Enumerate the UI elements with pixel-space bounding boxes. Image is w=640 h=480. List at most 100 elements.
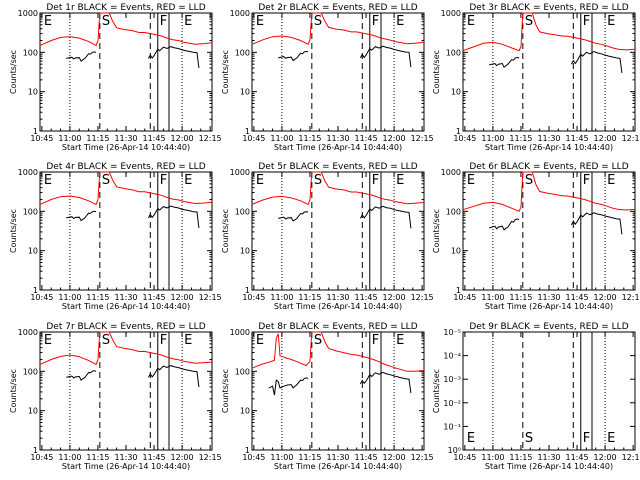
- event-marker-label: E: [467, 14, 475, 29]
- x-tick-label: 12:00: [594, 293, 617, 302]
- event-marker-label: E: [396, 173, 404, 188]
- y-tick-label: 1000: [230, 9, 250, 18]
- event-marker-label: E: [44, 173, 52, 188]
- x-tick-label: 11:30: [326, 453, 349, 462]
- x-tick-label: 11:30: [537, 453, 560, 462]
- detector-panel-8: Det 8r BLACK = Events, RED = LLD 10:45 11:…: [221, 322, 434, 471]
- x-tick-label: 11:45: [566, 293, 589, 302]
- panel-title: Det 3r BLACK = Events, RED = LLD: [469, 3, 628, 13]
- event-marker-label: E: [467, 173, 475, 188]
- y-tick-label: 1: [33, 127, 38, 136]
- x-tick-label: 12:15: [411, 293, 434, 302]
- x-tick-label: 11:00: [481, 453, 504, 462]
- y-tick-label: 1: [245, 127, 250, 136]
- event-marker-label: F: [583, 14, 590, 29]
- event-marker-label: S: [314, 173, 322, 188]
- plot-frame: [39, 12, 213, 132]
- event-marker-label: S: [525, 431, 533, 446]
- plot-frame: [39, 331, 213, 451]
- panel-title: Det 6r BLACK = Events, RED = LLD: [469, 162, 628, 172]
- events-series-line: [489, 212, 623, 235]
- y-tick-label: 100: [235, 207, 250, 216]
- panel-title: Det 9r BLACK = Events, RED = LLD: [469, 322, 628, 332]
- x-tick-label: 11:30: [326, 134, 349, 143]
- x-tick-label: 11:00: [58, 134, 81, 143]
- x-tick-label: 11:15: [298, 453, 321, 462]
- x-tick-label: 11:45: [566, 134, 589, 143]
- x-tick-label: 10:45: [242, 453, 265, 462]
- events-series-line: [66, 205, 200, 228]
- detector-panel-5: Det 5r BLACK = Events, RED = LLD 10:45 11:…: [221, 162, 434, 311]
- y-tick-label: 10⁻¹: [443, 422, 461, 431]
- x-tick-label: 11:00: [270, 453, 293, 462]
- x-tick-label: 12:15: [411, 453, 434, 462]
- x-tick-label: 11:15: [509, 293, 532, 302]
- x-axis-label: Start Time (26-Apr-14 10:44:40): [62, 462, 190, 471]
- x-axis-label: Start Time (26-Apr-14 10:44:40): [485, 462, 613, 471]
- x-axis-label: Start Time (26-Apr-14 10:44:40): [274, 462, 402, 471]
- x-tick-label: 10:45: [30, 453, 53, 462]
- event-marker-label: S: [102, 333, 110, 348]
- y-tick-label: 1000: [441, 168, 461, 177]
- y-axis-label: Counts/sec: [9, 209, 18, 253]
- y-tick-label: 1: [33, 446, 38, 455]
- lld-series-line: [462, 12, 636, 52]
- event-marker-label: E: [256, 14, 264, 29]
- events-series-line: [66, 46, 200, 69]
- y-tick-label: 1: [245, 286, 250, 295]
- event-marker-label: E: [184, 173, 192, 188]
- events-series-line: [278, 45, 412, 68]
- events-series-line: [278, 205, 412, 229]
- x-tick-label: 10:45: [242, 293, 265, 302]
- y-tick-label: 10: [240, 247, 250, 256]
- y-tick-label: 10⁻²: [443, 399, 461, 408]
- plot-frame: [39, 171, 213, 291]
- y-tick-label: 10: [451, 247, 461, 256]
- event-marker-label: F: [372, 14, 379, 29]
- event-marker-label: E: [256, 333, 264, 348]
- x-tick-label: 10:45: [30, 293, 53, 302]
- event-marker-label: E: [184, 333, 192, 348]
- x-axis-label: Start Time (26-Apr-14 10:44:40): [485, 143, 613, 152]
- event-marker-label: S: [314, 14, 322, 29]
- x-tick-label: 12:00: [383, 293, 406, 302]
- detector-panel-1: Det 1r BLACK = Events, RED = LLD 10:45 11:…: [9, 3, 222, 152]
- x-axis-label: Start Time (26-Apr-14 10:44:40): [62, 302, 190, 311]
- event-marker-label: S: [525, 173, 533, 188]
- events-series-line: [268, 371, 412, 396]
- events-series-line: [66, 365, 200, 388]
- y-axis-label: Counts/sec: [9, 369, 18, 413]
- y-tick-label: 100: [23, 207, 38, 216]
- x-axis-label: Start Time (26-Apr-14 10:44:40): [274, 143, 402, 152]
- y-tick-label: 1000: [230, 168, 250, 177]
- x-tick-label: 10:45: [453, 134, 476, 143]
- panel-title: Det 4r BLACK = Events, RED = LLD: [46, 162, 205, 172]
- x-tick-label: 12:00: [171, 293, 194, 302]
- lld-series-line: [39, 12, 213, 47]
- x-tick-label: 11:15: [86, 293, 109, 302]
- detector-panel-4: Det 4r BLACK = Events, RED = LLD 10:45 11:…: [9, 162, 222, 311]
- detector-panel-2: Det 2r BLACK = Events, RED = LLD 10:45 11:…: [221, 3, 434, 152]
- y-tick-label: 10: [28, 407, 38, 416]
- x-tick-label: 12:00: [594, 134, 617, 143]
- y-tick-label: 10⁰: [448, 446, 461, 455]
- event-marker-label: F: [160, 14, 167, 29]
- x-tick-label: 12:15: [199, 134, 222, 143]
- x-tick-label: 11:45: [355, 453, 378, 462]
- lld-series-line: [39, 171, 213, 206]
- x-axis-label: Start Time (26-Apr-14 10:44:40): [485, 302, 613, 311]
- x-tick-label: 11:00: [270, 134, 293, 143]
- event-marker-label: F: [160, 173, 167, 188]
- y-tick-label: 10⁻⁵: [443, 328, 461, 337]
- y-tick-label: 10⁻³: [443, 375, 461, 384]
- y-axis-label: Counts/sec: [221, 209, 230, 253]
- x-tick-label: 12:15: [411, 134, 434, 143]
- lld-series-line: [251, 331, 425, 372]
- x-tick-label: 11:30: [537, 293, 560, 302]
- event-marker-label: E: [396, 333, 404, 348]
- lld-series-line: [462, 171, 636, 212]
- panel-title: Det 8r BLACK = Events, RED = LLD: [258, 322, 417, 332]
- x-tick-label: 11:30: [114, 134, 137, 143]
- x-tick-label: 11:00: [481, 293, 504, 302]
